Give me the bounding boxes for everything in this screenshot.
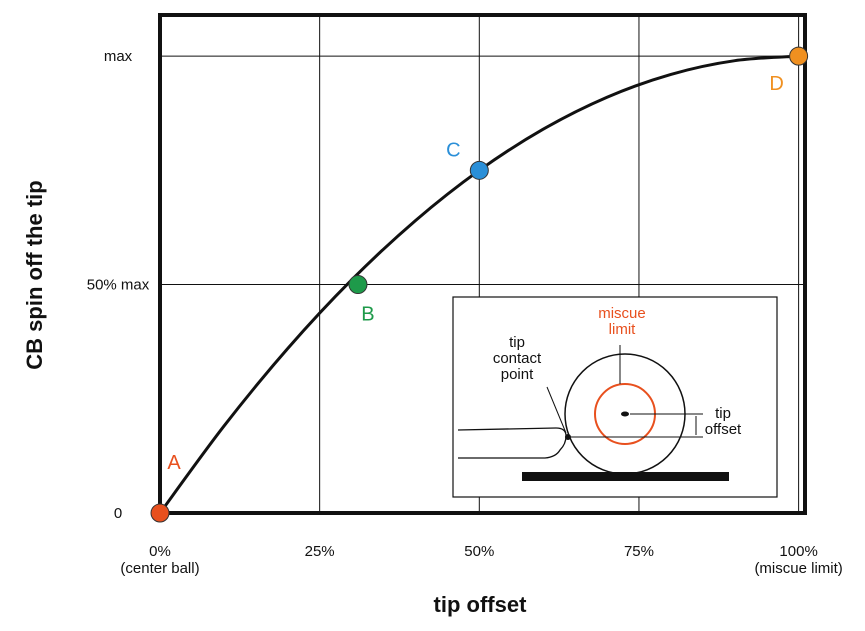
x-tick-label: 100%(miscue limit) xyxy=(754,543,842,577)
x-tick-label: 25% xyxy=(305,543,335,560)
y-tick-label: 0 xyxy=(114,505,122,522)
chart: tip offset CB spin off the tip 0%(center… xyxy=(0,0,865,626)
point-label: B xyxy=(361,304,374,326)
point-label: D xyxy=(769,73,783,95)
point-label: C xyxy=(446,139,460,161)
x-tick-label: 0%(center ball) xyxy=(120,543,199,577)
x-tick-label: 50% xyxy=(464,543,494,560)
x-axis-title: tip offset xyxy=(434,592,528,617)
point xyxy=(470,161,488,179)
point-label: A xyxy=(167,452,181,474)
point xyxy=(349,276,367,294)
y-tick-label: 50% max xyxy=(87,277,150,294)
x-tick-label: 75% xyxy=(624,543,654,560)
point xyxy=(790,47,808,65)
y-tick-label: max xyxy=(104,48,133,65)
point xyxy=(151,504,169,522)
y-axis-title: CB spin off the tip xyxy=(22,180,47,369)
